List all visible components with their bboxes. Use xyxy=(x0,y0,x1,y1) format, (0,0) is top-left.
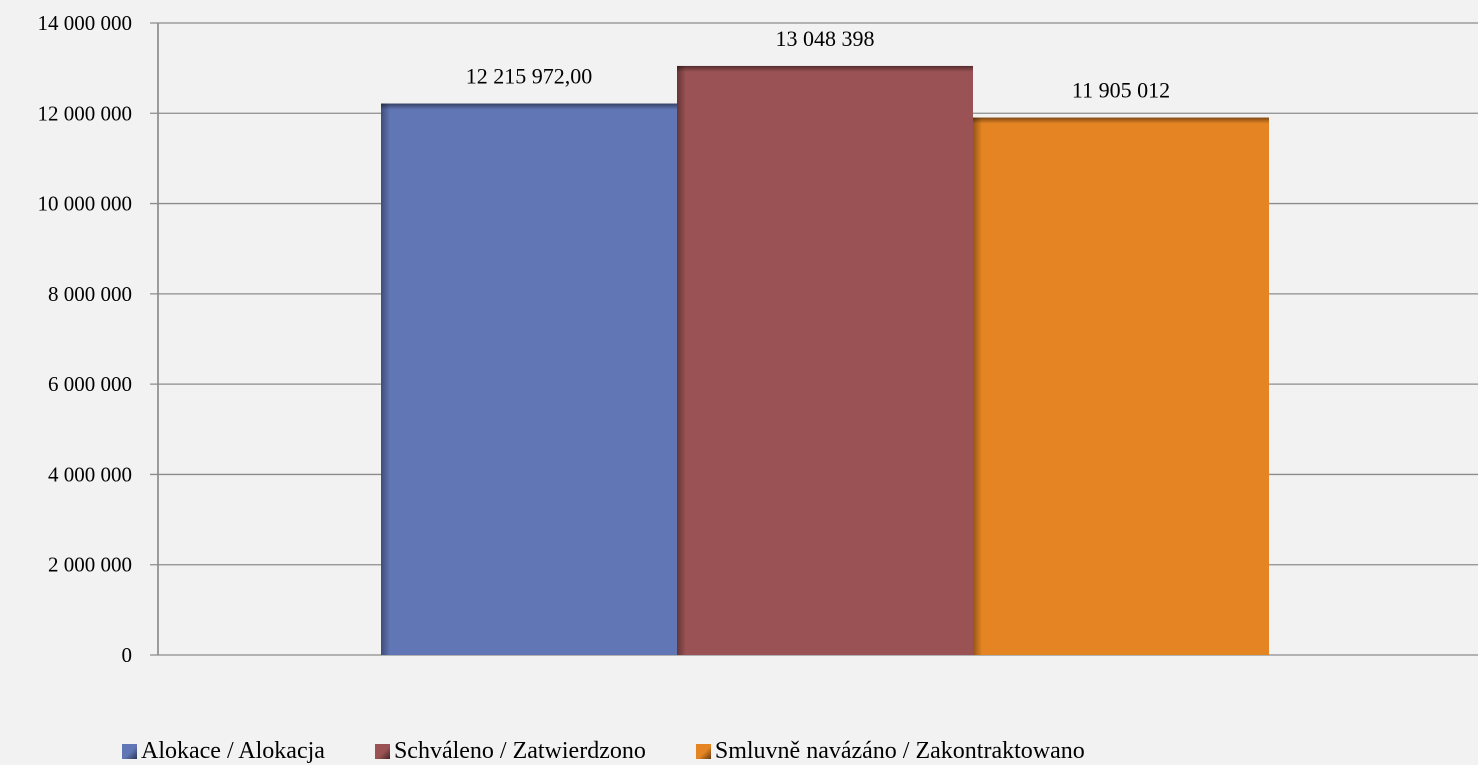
y-tick-label: 6 000 000 xyxy=(48,372,132,396)
bar-fill xyxy=(677,65,973,656)
data-label: 11 905 012 xyxy=(1072,78,1170,103)
legend-label: Alokace / Alokacja xyxy=(141,738,325,764)
data-label: 13 048 398 xyxy=(776,26,875,51)
y-tick-label: 4 000 000 xyxy=(48,462,132,486)
bar-bevel-left xyxy=(677,65,686,656)
y-tick-label: 2 000 000 xyxy=(48,553,132,577)
y-tick-label: 10 000 000 xyxy=(38,192,133,216)
bar-fill xyxy=(973,117,1269,656)
bar xyxy=(677,65,973,656)
bar-bevel-top xyxy=(973,117,1269,124)
bar-bevel-top xyxy=(677,65,973,72)
legend-swatch xyxy=(374,743,390,759)
data-label: 12 215 972,00 xyxy=(466,64,593,89)
legend-label: Smluvně navázáno / Zakontraktowano xyxy=(714,738,1085,764)
bar-fill xyxy=(381,103,677,655)
legend-swatch xyxy=(122,743,137,759)
y-tick-label: 12 000 000 xyxy=(38,101,133,125)
bar xyxy=(973,117,1269,656)
y-tick-label: 0 xyxy=(122,643,133,667)
plot-area: 0 2 000 000 4 000 000 6 000 000 8 000 000 10 … xyxy=(38,11,1478,667)
y-tick-label: 8 000 000 xyxy=(48,282,132,306)
legend: Alokace / Alokacja Schváleno / Zatwierdzo… xyxy=(122,737,1135,765)
bar-bevel-top xyxy=(381,103,677,110)
bar xyxy=(381,103,677,655)
bar-bevel-left xyxy=(381,103,390,655)
legend-label: Schváleno / Zatwierdzono xyxy=(393,738,646,764)
bar-bevel-left xyxy=(973,117,982,656)
legend-item: Schváleno / Zatwierdzono xyxy=(374,737,646,765)
legend-item: Alokace / Alokacja xyxy=(122,737,325,765)
y-tick-label: 14 000 000 xyxy=(38,11,133,35)
legend-swatch xyxy=(695,743,711,759)
legend-item: Smluvně navázáno / Zakontraktowano xyxy=(695,737,1085,765)
